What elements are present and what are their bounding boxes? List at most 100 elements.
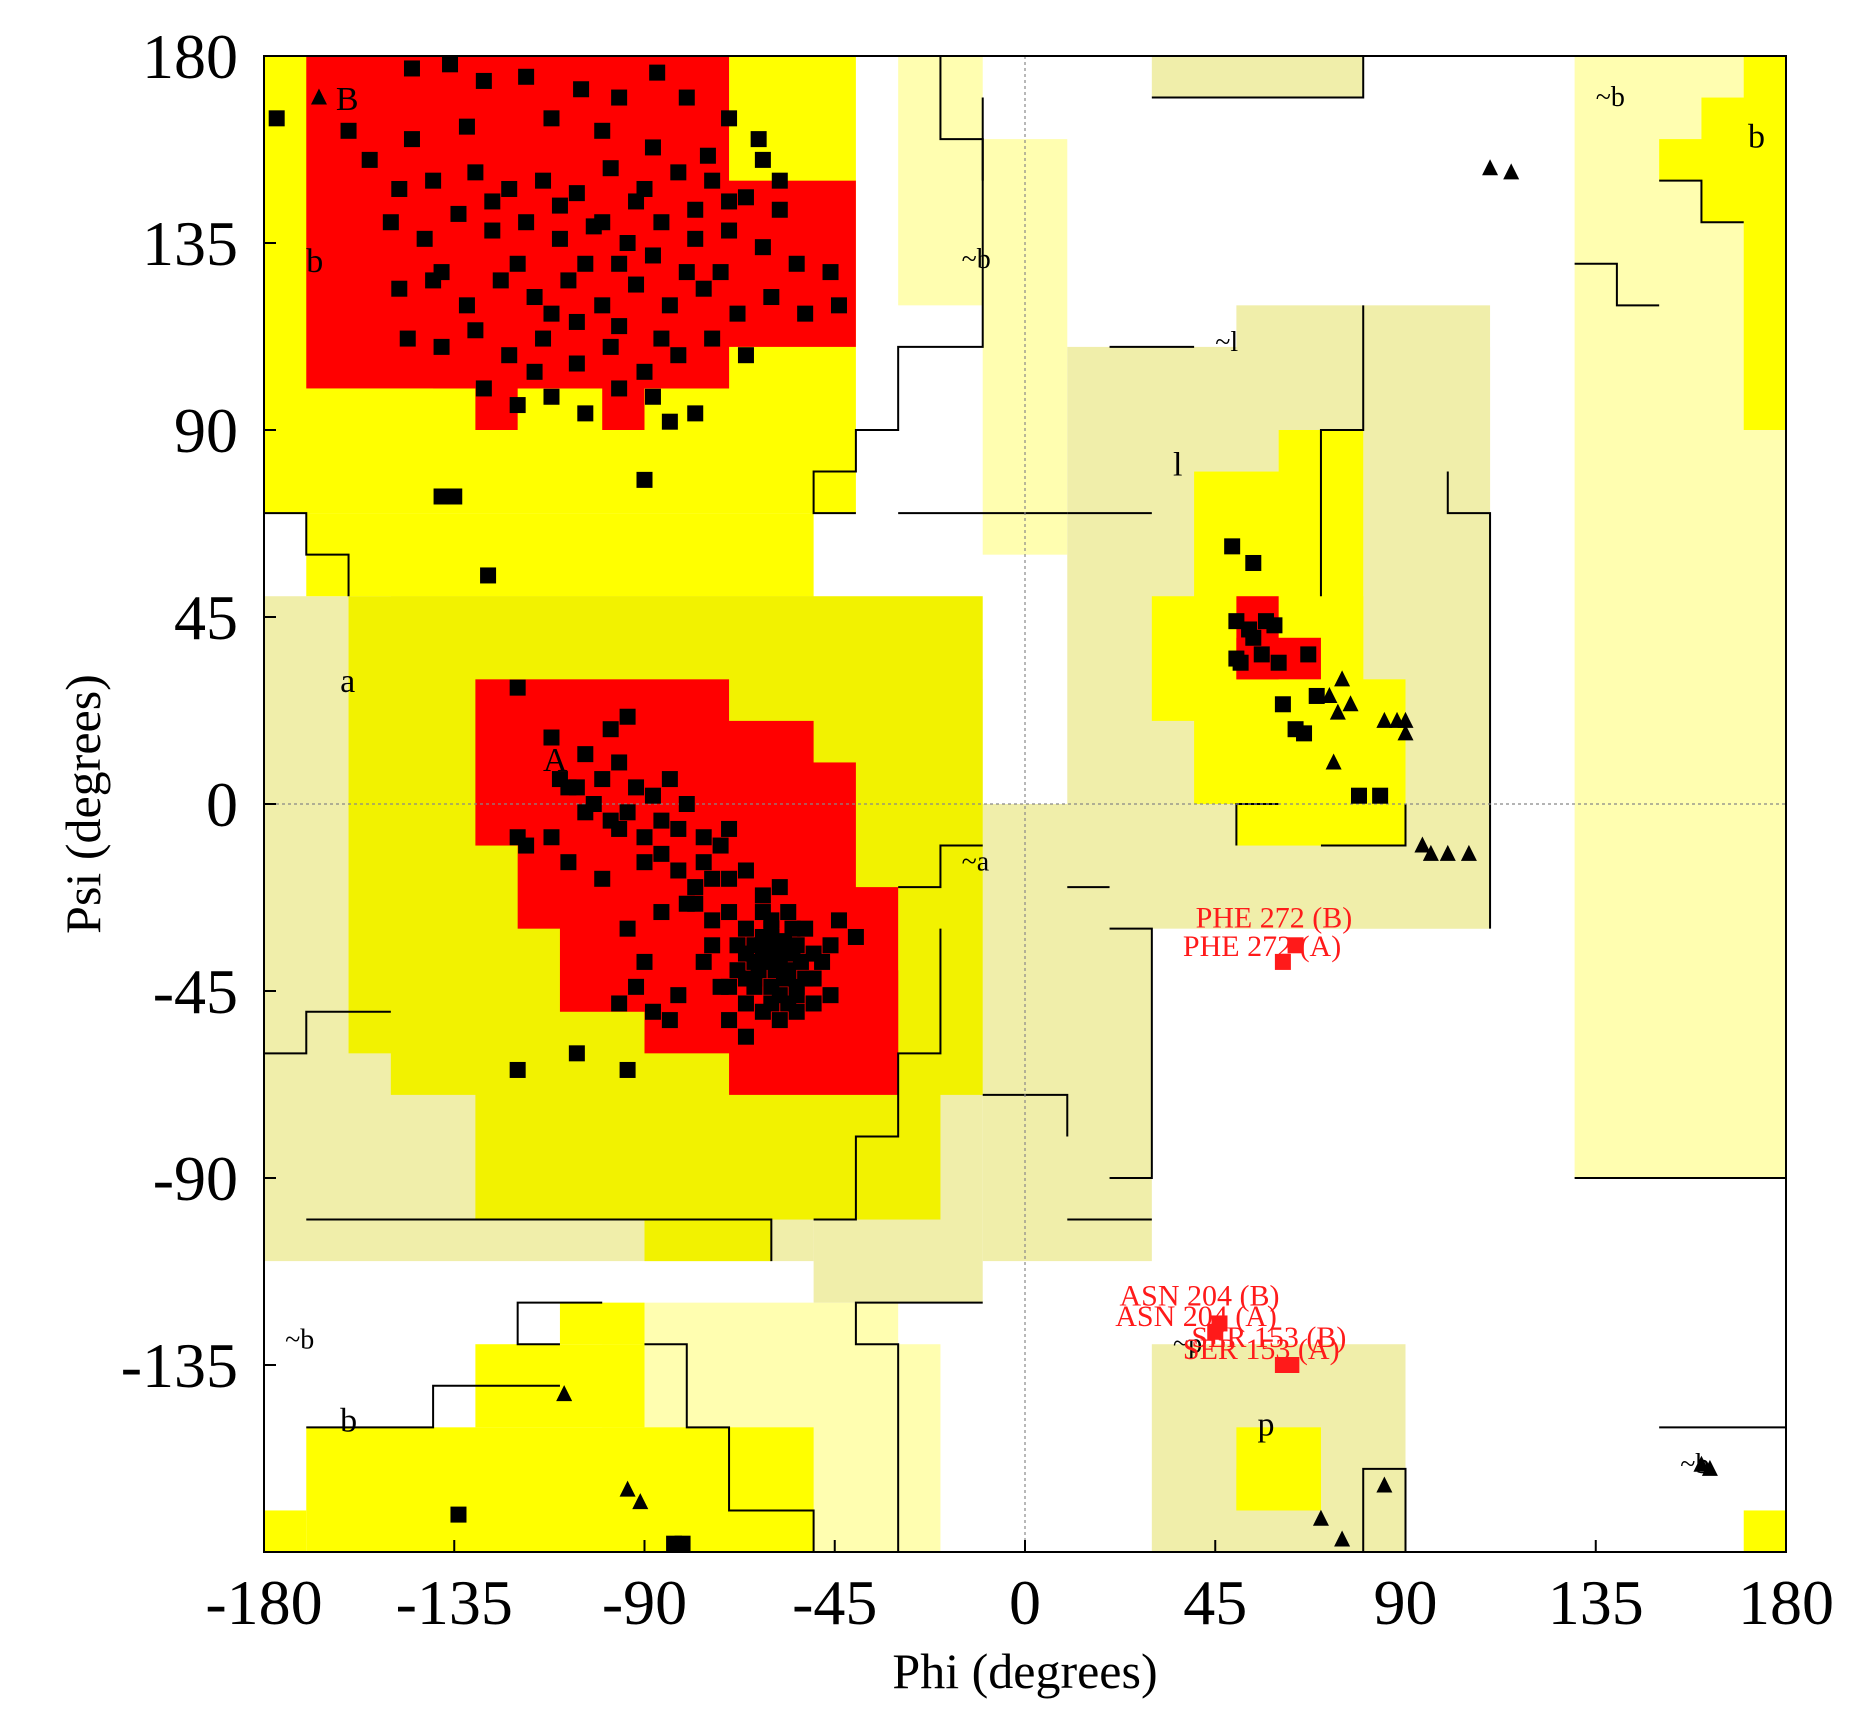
residue-point [611,754,628,771]
residue-point [754,151,771,168]
residue-point [551,230,568,247]
residue-point [611,995,628,1012]
residue-point [446,488,463,505]
residue-point [661,297,678,314]
boundary-line [264,512,350,597]
outlier-label: SER 153 (B) [1191,1321,1346,1354]
residue-point [526,289,543,306]
residue-point [797,920,814,937]
residue-point [649,64,666,81]
residue-point [653,845,670,862]
residue-point [628,276,645,293]
boundary-line [1362,1467,1407,1552]
glycine-point [1312,1509,1329,1526]
glycine-point [1397,724,1414,741]
boundary-line [1109,927,1153,1179]
region-label: a [340,663,355,700]
boundary-line [516,1301,603,1346]
region-label: ~l [1215,327,1238,358]
residue-point [704,912,721,929]
residue-point [792,953,809,970]
residue-point [661,413,678,430]
residue-point [628,779,645,796]
glycine-point [632,1493,649,1510]
glycine-point [1422,844,1439,861]
x-tick-label: 45 [1183,1567,1247,1638]
glycine-point [1321,686,1338,703]
residue-point [594,122,611,139]
residue-point [628,193,645,210]
region-block [1151,56,1364,98]
residue-point [509,255,526,272]
y-tick-label: -45 [153,956,238,1027]
residue-point [754,239,771,256]
residue-point [687,879,704,896]
residue-point [484,222,501,239]
residue-point [737,189,754,206]
region-block [559,1302,645,1345]
residue-point [670,987,687,1004]
residue-point [670,862,687,879]
residue-point [399,330,416,347]
residue-point [687,201,704,218]
x-tick-label: -180 [205,1567,322,1638]
residue-point [535,330,552,347]
boundary-line [306,1384,560,1429]
glycine-point [1503,163,1520,180]
residue-point [771,201,788,218]
residue-point [805,995,822,1012]
residue-point [771,945,788,962]
residue-point [763,995,780,1012]
y-axis-title: Psi (degrees) [55,674,111,934]
residue-point [1300,646,1317,663]
residue-point [585,796,602,812]
residue-point [518,68,535,85]
residue-point [670,164,687,181]
residue-point [425,172,442,189]
residue-point [560,779,577,796]
outlier-label: PHE 272 (B) [1196,901,1353,934]
glycine-point [556,1385,573,1402]
residue-point [784,920,801,937]
residue-point [1228,613,1245,630]
residue-point [1266,617,1283,634]
residue-point [594,870,611,887]
residue-point [501,180,518,197]
residue-point [644,1003,661,1020]
residue-point [361,151,378,168]
residue-point [611,89,628,106]
residue-point [636,363,653,380]
y-axis-ticks: 180 135 90 45 0 -45 -90 -135 [121,21,276,1401]
residue-point [737,347,754,364]
residue-point [754,887,771,904]
x-tick-label: -45 [792,1567,877,1638]
residue-point [797,970,814,987]
glycine-point [1376,1476,1393,1493]
y-tick-label: 180 [142,21,238,92]
residue-point [695,829,712,846]
residue-point [653,904,670,921]
x-axis-title: Phi (degrees) [892,1643,1157,1699]
boundary-line [898,844,983,889]
residue-point [644,787,661,804]
region-block [1743,56,1786,430]
region-label: b [340,1402,357,1439]
residue-point [492,272,509,289]
residue-point [1350,787,1367,804]
residue-point [750,131,767,148]
glycine-point [1701,1459,1718,1476]
residue-point [568,355,585,372]
boundary-line [1659,179,1744,224]
x-tick-label: 135 [1548,1567,1644,1638]
boundary-line [939,56,984,181]
residue-point [678,264,695,281]
residue-point [653,214,670,231]
residue-point [1245,629,1262,646]
residue-point [822,937,839,954]
residue-point [560,854,577,871]
zero-lines [264,56,1786,1552]
x-tick-label: -90 [602,1567,687,1638]
boundary-line [1446,471,1492,929]
residue-point [704,330,721,347]
residue-point [568,185,585,202]
